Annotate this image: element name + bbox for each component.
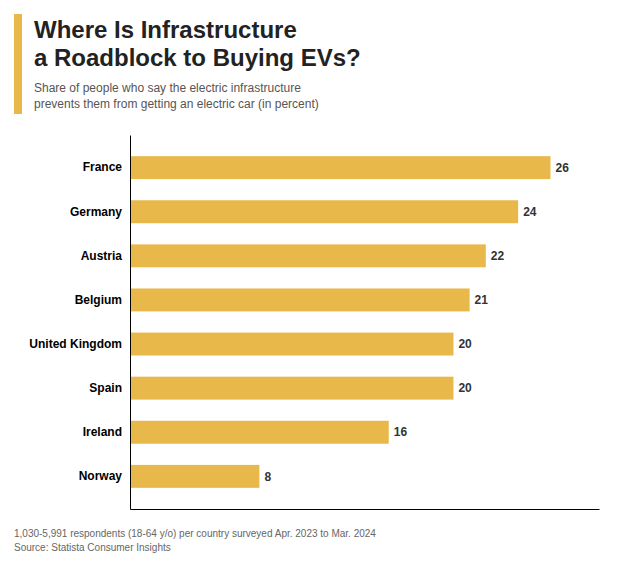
y-tick-label: Belgium [75,293,122,307]
bar [130,200,518,223]
subtitle: Share of people who say the electric inf… [34,81,319,111]
bars [130,156,550,488]
subtitle-line: Share of people who say the electric inf… [34,81,301,95]
y-tick: Spain [89,381,122,395]
data-label: 20 [458,381,472,395]
data-label: 20 [458,337,472,351]
y-tick: Norway [79,469,123,483]
x-axis-line [131,509,600,510]
y-tick: Ireland [83,425,122,439]
y-tick-label: Germany [70,205,122,219]
subtitle-line: prevents them from getting an electric c… [34,97,319,111]
data-label: 22 [491,249,505,263]
y-tick-label: Ireland [83,425,122,439]
chart: Where Is Infrastructurea Roadblock to Bu… [0,0,629,571]
plot: 26 24 22 21 20 20 16 8 France Germany Austria Belgi… [29,136,599,510]
data-label: 16 [394,425,408,439]
data-label: 8 [264,470,271,484]
data-label: 26 [555,161,569,175]
bar [130,333,453,356]
title-line: Where Is Infrastructure [34,16,297,43]
y-tick-label: Spain [89,381,122,395]
y-axis: France Germany Austria Belgium United Kingdo… [29,136,130,510]
title: Where Is Infrastructurea Roadblock to Bu… [34,16,361,71]
footnote-line: Source: Statista Consumer Insights [14,542,171,553]
title-accent [14,14,22,114]
data-labels: 26 24 22 21 20 20 16 8 [264,161,569,484]
y-tick-label: Norway [79,469,123,483]
y-tick: United Kingdom [29,337,122,351]
data-label: 21 [475,293,489,307]
bar [130,156,550,179]
data-label: 24 [523,205,537,219]
title-line: a Roadblock to Buying EVs? [34,44,361,71]
bar [130,244,486,267]
x-axis [131,509,600,510]
bar [130,377,453,400]
bar [130,421,389,444]
y-tick-label: France [83,160,123,174]
y-tick: Germany [70,205,122,219]
y-tick: France [83,160,123,174]
bar [130,465,259,488]
footnote: 1,030-5,991 respondents (18-64 y/o) per … [14,528,376,553]
y-axis-line [130,136,131,510]
y-tick-label: Austria [81,249,123,263]
footnote-line: 1,030-5,991 respondents (18-64 y/o) per … [14,528,376,539]
y-tick-label: United Kingdom [29,337,122,351]
y-tick: Belgium [75,293,122,307]
bar [130,288,470,311]
y-tick: Austria [81,249,123,263]
